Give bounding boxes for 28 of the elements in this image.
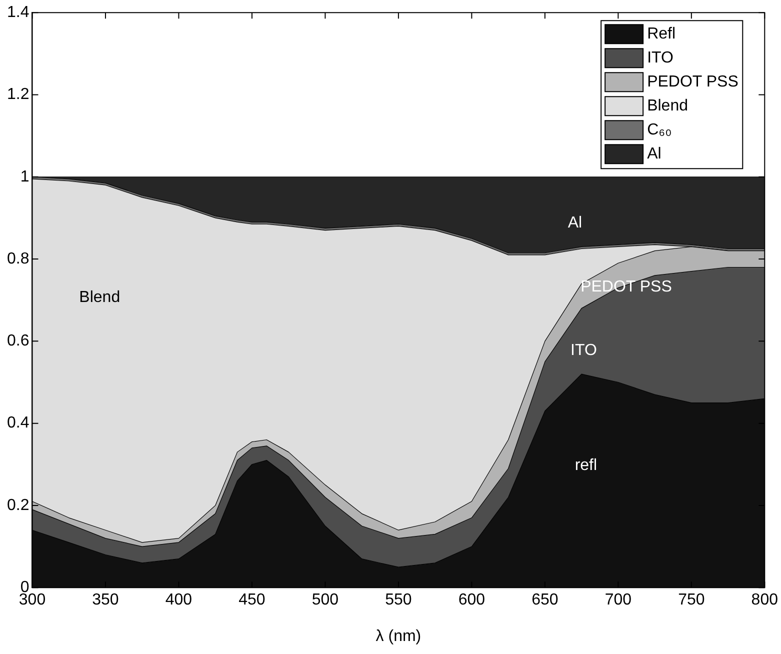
x-tick-label: 750 [678, 592, 705, 609]
x-tick-label: 450 [238, 592, 266, 609]
x-tick-label: 800 [751, 592, 778, 609]
annotation: Blend [79, 289, 120, 306]
annotation: refl [574, 457, 598, 474]
y-tick-label: 0.6 [6, 332, 30, 350]
legend-label: ITO [647, 50, 674, 67]
y-tick-label: 1.4 [6, 4, 30, 22]
legend-label: C₆₀ [647, 122, 672, 139]
x-tick-label: 500 [312, 592, 339, 609]
x-axis-title: λ (nm) [376, 628, 422, 645]
legend-label: Blend [647, 98, 688, 115]
y-tick-label: 0.4 [6, 414, 30, 432]
annotation: Al [568, 214, 582, 232]
x-tick-label: 700 [604, 592, 632, 609]
annotation: ITO [570, 342, 597, 360]
legend-label: Refl [647, 26, 676, 43]
y-tick-label: 0.2 [6, 496, 30, 514]
x-tick-label: 600 [458, 592, 486, 609]
x-tick-label: 650 [532, 592, 558, 609]
legend-label: PEDOT PSS [647, 74, 738, 91]
y-tick-label: 1.2 [6, 86, 30, 104]
y-tick-label: 0.8 [6, 250, 30, 268]
y-tick-label: 1 [20, 168, 30, 186]
x-tick-label: 550 [385, 592, 412, 609]
x-tick-label: 350 [92, 592, 119, 609]
x-tick-label: 400 [165, 592, 192, 609]
legend-label: Al [647, 146, 662, 163]
